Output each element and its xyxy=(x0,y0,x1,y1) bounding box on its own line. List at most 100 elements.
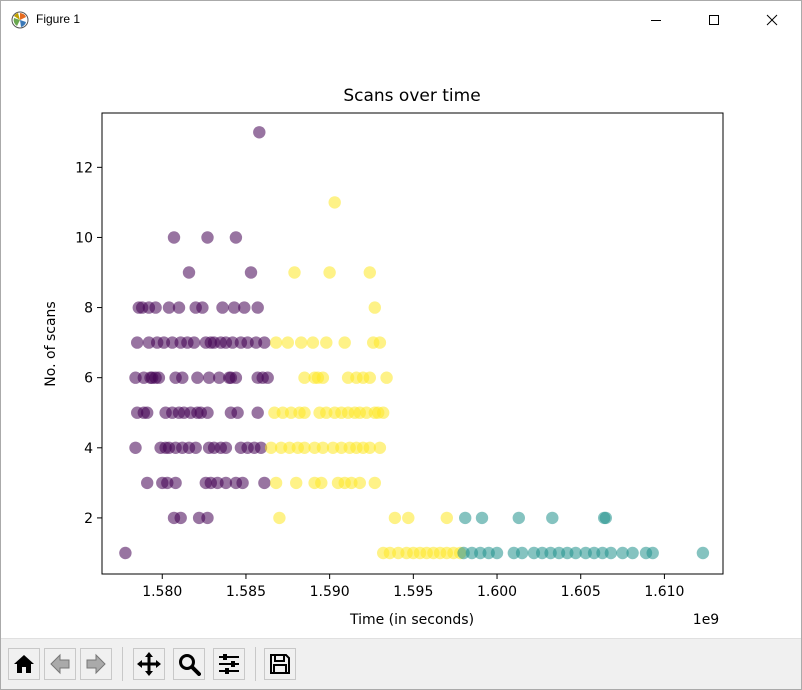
x-tick-label: 1.600 xyxy=(477,584,517,600)
data-point-series-0 xyxy=(219,476,233,490)
data-point-series-1 xyxy=(363,266,376,279)
data-point-series-2 xyxy=(475,511,489,525)
close-button[interactable] xyxy=(743,1,801,39)
scatter-chart[interactable]: Scans over time 1.580 1.585 1.590 1.595 1.60… xyxy=(1,39,801,637)
data-point-series-0 xyxy=(254,441,268,454)
data-point-series-1 xyxy=(353,476,366,490)
data-point-series-0 xyxy=(201,511,214,525)
data-point-series-2 xyxy=(604,546,618,560)
y-tick-label: 10 xyxy=(75,230,93,246)
back-button[interactable] xyxy=(44,648,76,680)
data-point-series-0 xyxy=(191,371,204,384)
y-tick-label: 8 xyxy=(84,301,93,317)
data-point-series-1 xyxy=(316,371,330,384)
data-point-series-2 xyxy=(626,546,639,560)
data-point-series-1 xyxy=(298,371,311,384)
y-tick-label: 2 xyxy=(84,511,93,527)
data-point-series-0 xyxy=(176,371,189,384)
x-tick-label: 1.595 xyxy=(393,584,433,600)
x-axis-label: Time (in seconds) xyxy=(349,612,474,628)
data-point-series-0 xyxy=(202,371,216,384)
data-point-series-0 xyxy=(253,126,266,139)
data-point-series-1 xyxy=(315,476,328,490)
data-point-series-1 xyxy=(363,371,376,384)
data-point-series-0 xyxy=(169,476,182,490)
minimize-button[interactable] xyxy=(627,1,685,39)
home-icon xyxy=(14,655,34,673)
data-point-series-1 xyxy=(320,336,333,349)
data-point-series-0 xyxy=(174,511,187,525)
zoom-button[interactable] xyxy=(173,648,205,680)
data-point-series-2 xyxy=(599,511,612,525)
data-point-series-1 xyxy=(328,196,341,209)
data-point-series-1 xyxy=(388,511,402,525)
data-point-series-1 xyxy=(290,476,303,490)
pan-button[interactable] xyxy=(133,648,165,680)
matplotlib-logo-icon xyxy=(11,11,29,29)
data-point-series-1 xyxy=(338,336,351,349)
home-button[interactable] xyxy=(8,648,40,680)
data-point-series-0 xyxy=(129,441,142,454)
data-point-series-2 xyxy=(512,511,525,525)
data-point-series-0 xyxy=(258,476,271,490)
data-point-series-2 xyxy=(696,546,710,560)
data-point-series-0 xyxy=(162,301,176,314)
maximize-icon xyxy=(709,15,719,25)
data-point-series-0 xyxy=(141,406,154,419)
zoom-icon xyxy=(179,654,201,676)
data-point-series-1 xyxy=(440,511,453,525)
data-point-series-1 xyxy=(316,441,330,454)
data-point-series-0 xyxy=(201,231,214,244)
data-point-series-0 xyxy=(152,371,166,384)
data-point-series-0 xyxy=(229,231,243,244)
pan-icon xyxy=(137,652,161,676)
configure-subplots-button[interactable] xyxy=(213,648,245,680)
y-axis-label: No. of scans xyxy=(43,301,59,386)
data-point-series-0 xyxy=(189,441,202,454)
data-point-series-0 xyxy=(213,371,226,384)
minimize-icon xyxy=(651,20,661,21)
maximize-button[interactable] xyxy=(685,1,743,39)
data-point-series-1 xyxy=(368,476,381,490)
data-point-series-2 xyxy=(569,546,582,560)
data-point-series-0 xyxy=(238,301,251,314)
forward-icon xyxy=(86,653,106,675)
close-icon xyxy=(766,14,778,26)
data-point-series-0 xyxy=(131,336,144,349)
y-tick-label: 12 xyxy=(75,160,93,176)
data-point-series-0 xyxy=(196,301,209,314)
data-point-series-0 xyxy=(236,476,249,490)
save-button[interactable] xyxy=(264,648,296,680)
data-point-series-0 xyxy=(251,301,264,314)
data-point-series-0 xyxy=(182,266,196,279)
data-point-series-1 xyxy=(373,441,387,454)
x-axis-offset-label: 1e9 xyxy=(693,612,719,628)
navigation-toolbar xyxy=(1,638,801,689)
data-point-series-1 xyxy=(269,476,283,490)
data-point-series-2 xyxy=(546,511,559,525)
data-point-series-2 xyxy=(646,546,659,560)
x-axis-ticks: 1.580 1.585 1.590 1.595 1.600 1.605 1.610 xyxy=(142,574,684,600)
x-tick-label: 1.585 xyxy=(226,584,266,600)
data-point-series-1 xyxy=(295,336,308,349)
x-tick-label: 1.590 xyxy=(310,584,350,600)
data-point-series-1 xyxy=(368,301,381,314)
figure-canvas[interactable]: Scans over time 1.580 1.585 1.590 1.595 1.60… xyxy=(1,39,801,637)
data-point-series-0 xyxy=(219,441,233,454)
data-point-series-0 xyxy=(187,336,201,349)
data-point-series-0 xyxy=(258,336,271,349)
toolbar-separator xyxy=(255,647,256,681)
data-point-series-1 xyxy=(380,371,393,384)
y-tick-label: 4 xyxy=(84,441,93,457)
title-bar[interactable]: Figure 1 xyxy=(1,1,801,39)
forward-button[interactable] xyxy=(80,648,112,680)
data-point-series-0 xyxy=(251,406,264,419)
data-point-series-1 xyxy=(298,406,311,419)
data-point-series-1 xyxy=(273,511,286,525)
data-point-series-1 xyxy=(288,266,301,279)
toolbar-separator xyxy=(122,647,123,681)
data-point-series-1 xyxy=(377,406,390,419)
data-point-series-0 xyxy=(228,301,241,314)
save-icon xyxy=(270,654,290,674)
data-point-series-2 xyxy=(459,511,472,525)
